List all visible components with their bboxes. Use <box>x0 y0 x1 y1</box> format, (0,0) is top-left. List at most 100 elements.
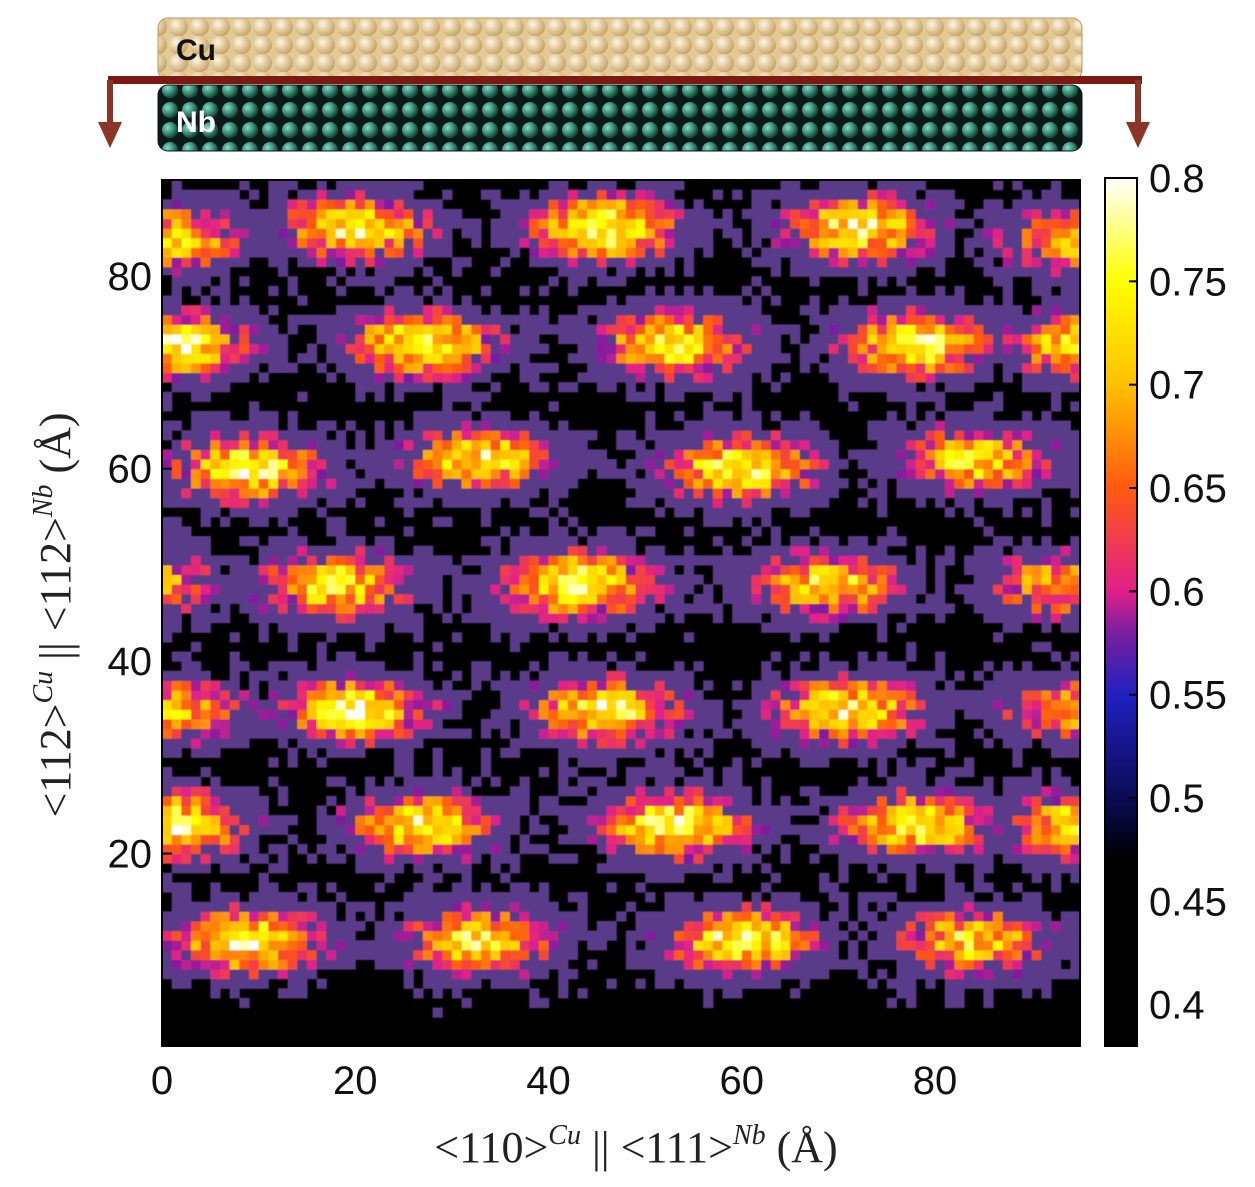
heatmap-cell <box>181 834 192 845</box>
heatmap-cell <box>751 420 762 431</box>
heatmap-cell <box>519 420 530 431</box>
heatmap-cell <box>490 940 501 951</box>
heatmap-cell <box>306 911 318 922</box>
heatmap-cell <box>877 892 888 903</box>
heatmap-cell <box>442 699 453 710</box>
heatmap-cell <box>393 766 405 778</box>
heatmap-cell <box>877 487 888 499</box>
heatmap-cell <box>538 882 550 893</box>
heatmap-cell <box>780 584 791 595</box>
heatmap-cell <box>558 815 569 826</box>
heatmap-cell <box>529 718 540 730</box>
heatmap-cell <box>258 978 269 989</box>
heatmap-cell <box>297 670 308 681</box>
heatmap-cell <box>364 709 376 720</box>
heatmap-cell <box>877 718 888 730</box>
heatmap-cell <box>993 728 1004 739</box>
heatmap-cell <box>751 333 762 345</box>
heatmap-cell <box>1051 295 1062 306</box>
heatmap-cell <box>219 843 231 855</box>
heatmap-cell <box>809 969 820 980</box>
heatmap-cell <box>171 295 182 306</box>
heatmap-cell <box>1051 276 1062 287</box>
heatmap-cell <box>287 901 298 912</box>
heatmap-cell <box>838 661 849 672</box>
heatmap-cell <box>722 459 733 470</box>
heatmap-cell <box>654 959 666 970</box>
heatmap-cell <box>606 468 617 479</box>
heatmap-cell <box>248 843 260 855</box>
heatmap-cell <box>490 487 501 499</box>
heatmap-cell <box>519 843 530 855</box>
heatmap-cell <box>490 613 501 624</box>
heatmap-cell <box>519 834 530 845</box>
heatmap-cell <box>1051 305 1062 316</box>
heatmap-cell <box>964 969 975 980</box>
heatmap-cell <box>451 343 463 354</box>
heatmap-cell <box>384 930 395 941</box>
heatmap-cell <box>645 613 656 624</box>
heatmap-cell <box>239 574 250 585</box>
heatmap-cell <box>596 333 608 345</box>
heatmap-cell <box>355 593 366 604</box>
heatmap-cell <box>519 901 530 912</box>
heatmap-cell <box>1041 949 1052 960</box>
heatmap-cell <box>886 343 897 354</box>
heatmap-cell <box>393 728 405 739</box>
heatmap-cell <box>635 747 646 758</box>
heatmap-cell <box>442 372 453 383</box>
heatmap-cell <box>451 709 463 720</box>
heatmap-cell <box>190 786 202 797</box>
heatmap-cell <box>316 478 327 489</box>
heatmap-cell <box>1070 815 1081 826</box>
heatmap-cell <box>964 930 975 941</box>
heatmap-cell <box>422 786 434 797</box>
heatmap-cell <box>374 324 385 335</box>
heatmap-cell <box>654 545 666 556</box>
heatmap-cell <box>162 689 173 701</box>
heatmap-cell <box>683 824 695 835</box>
heatmap-cell <box>442 305 453 316</box>
heatmap-cell <box>268 545 279 556</box>
heatmap-cell <box>906 391 917 402</box>
heatmap-cell <box>413 362 424 374</box>
heatmap-cell <box>983 911 994 922</box>
heatmap-cell <box>906 834 917 845</box>
heatmap-cell <box>268 699 279 710</box>
heatmap-cell <box>906 689 917 701</box>
heatmap-cell <box>819 795 830 807</box>
heatmap-cell <box>219 603 231 614</box>
heatmap-cell <box>722 766 733 778</box>
heatmap-cell <box>790 497 801 508</box>
heatmap-cell <box>925 901 936 912</box>
heatmap-cell <box>422 574 434 585</box>
heatmap-cell <box>596 382 608 393</box>
heatmap-cell <box>654 305 666 316</box>
heatmap-cell <box>326 632 337 643</box>
heatmap-cell <box>1051 920 1062 932</box>
heatmap-cell <box>403 843 414 855</box>
heatmap-cell <box>219 834 231 845</box>
heatmap-cell <box>712 699 724 710</box>
heatmap-cell <box>1031 641 1042 653</box>
heatmap-cell <box>877 680 888 691</box>
heatmap-cell <box>413 497 424 508</box>
heatmap-cell <box>422 545 434 556</box>
heatmap-cell <box>1060 747 1071 758</box>
heatmap-cell <box>877 468 888 479</box>
heatmap-cell <box>210 555 221 566</box>
heatmap-cell <box>1041 343 1052 354</box>
heatmap-cell <box>674 901 685 912</box>
heatmap-cell <box>248 699 260 710</box>
heatmap-cell <box>751 295 762 306</box>
heatmap-cell <box>741 516 753 527</box>
heatmap-cell <box>809 699 820 710</box>
heatmap-cell <box>393 815 405 826</box>
heatmap-cell <box>480 410 492 422</box>
heatmap-cell <box>364 670 376 681</box>
heatmap-cell <box>384 940 395 951</box>
heatmap-cell <box>374 805 385 816</box>
heatmap-cell <box>577 372 588 383</box>
heatmap-cell <box>355 266 366 277</box>
heatmap-cell <box>799 911 811 922</box>
